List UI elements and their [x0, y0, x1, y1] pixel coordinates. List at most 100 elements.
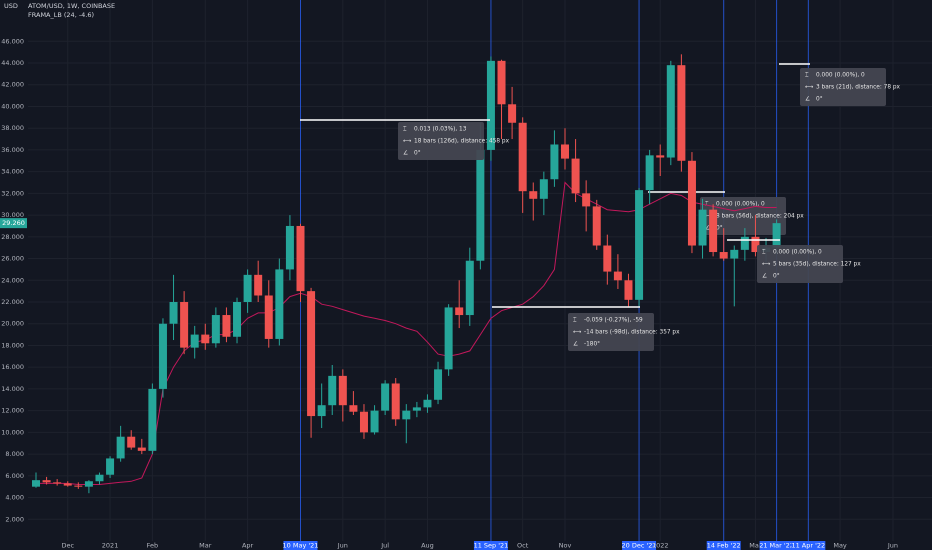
- candle-body: [550, 144, 559, 180]
- candle-body: [359, 411, 368, 433]
- x-tick-label: Dec: [61, 542, 74, 550]
- candle-body: [328, 375, 337, 406]
- measure-box: [568, 313, 654, 351]
- y-tick-label: 40.000: [1, 102, 24, 110]
- candle-body: [264, 295, 273, 339]
- x-marker-box: [473, 541, 508, 550]
- y-tick-label: 28.000: [1, 233, 24, 241]
- candle-body: [476, 149, 485, 261]
- measure-bars: 3 bars (21d), distance: 78 px: [816, 85, 901, 91]
- candle-body: [381, 383, 390, 411]
- measure-icon: ∠: [573, 341, 578, 348]
- y-tick-label: 18.000: [1, 341, 24, 349]
- candle-body: [582, 193, 591, 207]
- candle-body: [592, 206, 601, 246]
- measure-icon: ⟷: [403, 139, 412, 145]
- x-tick-label: May: [833, 542, 847, 550]
- measure-angle: 0°: [816, 97, 823, 103]
- drawings-over: ⌶ 0.013 (0.03%), 13⟷ 18 bars (126d), dista…: [300, 63, 901, 351]
- candle-body: [201, 334, 210, 344]
- candle-body: [84, 481, 93, 487]
- grid: [28, 0, 932, 541]
- candle-body: [349, 405, 358, 412]
- x-tick-label: 20 Dec '21: [622, 542, 657, 550]
- y-tick-label: 36.000: [1, 146, 24, 154]
- candle-body: [402, 410, 411, 420]
- x-tick-label: Jun: [337, 542, 348, 550]
- candle-body: [254, 274, 263, 296]
- candle-body: [180, 302, 189, 348]
- candle-body: [656, 155, 665, 158]
- x-axis-bg: [0, 541, 932, 550]
- x-tick-label: 11 Apr '22: [791, 542, 825, 550]
- candle-body: [74, 485, 83, 487]
- measure-icon: ⟷: [805, 85, 814, 91]
- measure-angle: 0°: [716, 226, 723, 232]
- y-tick-label: 12.000: [1, 407, 24, 415]
- candle-body: [137, 447, 146, 451]
- candle-body: [730, 249, 739, 259]
- candle-body: [296, 225, 305, 292]
- candle-body: [434, 369, 443, 400]
- measure-icon: ⌶: [805, 73, 809, 79]
- candle-body: [423, 399, 432, 408]
- candle-body: [169, 302, 178, 324]
- measure-box: [700, 197, 786, 235]
- x-tick-label: Jun: [887, 542, 898, 550]
- candle-body: [666, 65, 675, 158]
- y-tick-label: 26.000: [1, 255, 24, 263]
- measure-bars: 18 bars (126d), distance: 458 px: [414, 139, 510, 145]
- x-tick-label: Aug: [421, 542, 434, 550]
- candle-body: [518, 122, 527, 192]
- x-marker-box: [706, 541, 741, 550]
- candle-body: [772, 223, 781, 248]
- measure-icon: ∠: [805, 96, 810, 103]
- x-tick-label: Nov: [559, 542, 572, 550]
- y-tick-label: 24.000: [1, 276, 24, 284]
- y-axis-unit: USD: [4, 2, 18, 10]
- candle-body: [645, 155, 654, 191]
- candle-body: [285, 225, 294, 270]
- candle-body: [275, 269, 284, 339]
- measure-bars: 8 bars (56d), distance: 204 px: [716, 214, 804, 220]
- measure-price: 0.013 (0.03%), 13: [414, 127, 467, 133]
- measure-icon: ⌶: [762, 250, 766, 256]
- candle-body: [158, 323, 167, 389]
- y-tick-label: 16.000: [1, 363, 24, 371]
- candle-body: [698, 209, 707, 246]
- candle-body: [709, 209, 718, 253]
- candle-body: [391, 383, 400, 420]
- y-tick-label: 10.000: [1, 428, 24, 436]
- measure-icon: ⌶: [573, 318, 577, 324]
- candle-body: [233, 302, 242, 337]
- candle-body: [529, 191, 538, 199]
- measure-box: [398, 122, 484, 160]
- candle-body: [338, 375, 347, 406]
- measure-box: [757, 245, 843, 283]
- x-tick-label: Mar: [749, 542, 762, 550]
- candle-body: [370, 410, 379, 433]
- candle-body: [412, 407, 421, 411]
- candle-body: [635, 190, 644, 300]
- y-tick-label: 14.000: [1, 385, 24, 393]
- x-tick-label: 2022: [652, 542, 669, 550]
- candle-body: [571, 158, 580, 194]
- candle-body: [53, 482, 62, 484]
- candle-body: [687, 160, 696, 246]
- price-label: 29.260: [2, 219, 25, 227]
- indicator-line: [36, 181, 777, 485]
- candle-body: [222, 315, 231, 337]
- candle-body: [624, 280, 633, 300]
- candle-body: [751, 236, 760, 253]
- measure-icon: ∠: [403, 150, 408, 157]
- measure-angle: 0°: [773, 274, 780, 280]
- x-tick-label: 14 Feb '22: [707, 542, 741, 550]
- candle-body: [677, 65, 686, 161]
- measure-icon: ⌶: [403, 127, 407, 133]
- measure-angle: 0°: [414, 151, 421, 157]
- measure-bars: 5 bars (35d), distance: 127 px: [773, 262, 861, 268]
- y-tick-label: 30.000: [1, 211, 24, 219]
- candle-body: [243, 274, 252, 303]
- x-tick-label: Mar: [199, 542, 212, 550]
